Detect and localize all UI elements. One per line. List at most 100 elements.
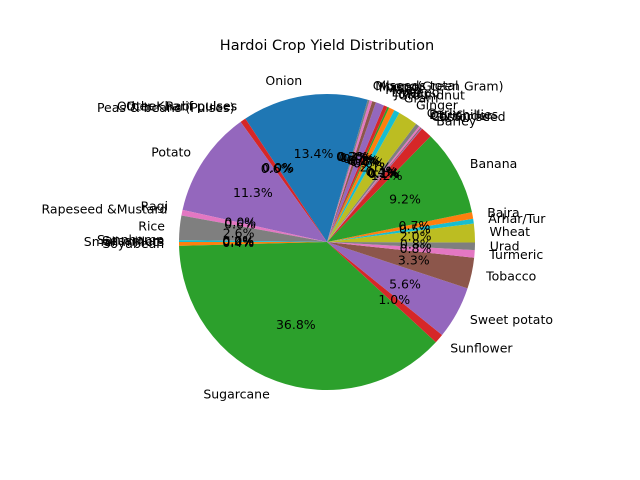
slice-label-sweet-potato: Sweet potato <box>470 312 553 327</box>
slice-percent-onion: 13.4% <box>294 146 334 161</box>
pie-slice-gram <box>327 110 400 242</box>
slice-percent-groundnut: 0.6% <box>350 154 382 169</box>
pie-slices <box>179 94 475 391</box>
slice-label-gram: Gram <box>404 91 439 106</box>
slice-label-wheat: Wheat <box>490 224 531 239</box>
slice-label-groundnut: Groundnut <box>398 88 465 103</box>
slice-percent-sunflower: 1.0% <box>378 292 410 307</box>
pie-slice-urad <box>327 242 475 251</box>
slice-label-rapeseed-mustard: Rapeseed &Mustard <box>42 202 168 217</box>
pie-slice-bajra <box>327 212 474 242</box>
slice-percent-other-kharif-pulses: 0.0% <box>262 160 294 175</box>
pie-slice-barley <box>327 128 431 242</box>
slice-percent-moong-green-gram: 0.3% <box>337 149 369 164</box>
slice-label-linseed: Linseed <box>392 85 440 100</box>
slice-label-sugarcane: Sugarcane <box>203 386 270 401</box>
pie-slice-sugarcane <box>179 242 436 391</box>
slice-percent-soyabean: 0.4% <box>222 235 254 250</box>
slice-label-soyabean: Soyabean <box>102 236 164 251</box>
pie-slice-castor-seed <box>327 127 423 242</box>
slice-label-tobacco: Tobacco <box>485 268 536 283</box>
slice-percent-rice: 2.6% <box>223 225 255 240</box>
pie-slice-banana <box>327 136 472 242</box>
slice-label-jowar: Jowar <box>393 86 429 101</box>
slice-percent-coriander: 0.1% <box>368 165 400 180</box>
slice-label-turmeric: Turmeric <box>488 247 543 262</box>
slice-label-banana: Banana <box>470 156 517 171</box>
slice-percent-ginger: 2.1% <box>360 160 392 175</box>
pie-slice-wheat <box>327 223 475 243</box>
slice-label-sannhamp: Sannhamp <box>97 232 164 247</box>
slice-percent-barley: 1.2% <box>371 168 403 183</box>
slice-percent-gram: 0.6% <box>353 156 385 171</box>
slice-label-potato: Potato <box>151 144 191 159</box>
chart-title: Hardoi Crop Yield Distribution <box>220 38 434 54</box>
pie-slice-soyabean <box>179 242 327 246</box>
slice-label-sesamum: Sesamum <box>102 233 164 248</box>
pie-slice-rapeseed-mustard <box>181 209 327 242</box>
slice-percent-small-millets: 0.0% <box>222 234 254 249</box>
slice-label-other-rabi-pulses: Other Rabi pulses <box>126 98 237 113</box>
slice-label-coriander: Coriander <box>430 108 492 123</box>
pie-slice-turmeric <box>327 242 475 258</box>
slice-label-maize: Maize <box>385 82 421 97</box>
slice-percent-arhar-tur: 0.5% <box>399 222 431 237</box>
slice-label-barley: Barley <box>436 113 477 128</box>
slice-percent-potato: 11.3% <box>233 185 273 200</box>
slice-percent-oilseeds-total: 0.2% <box>336 149 368 164</box>
slice-label-peas-beans-pulses: Peas & beans (Pulses) <box>97 100 235 115</box>
slice-percent-jowar: 0.2% <box>348 153 380 168</box>
slice-label-arhar-tur: Arhar/Tur <box>488 211 546 226</box>
slice-percent-banana: 9.2% <box>389 192 421 207</box>
slice-percent-wheat: 2.0% <box>400 229 432 244</box>
pie-slice-peas-beans-pulses <box>240 118 327 242</box>
slice-label-masoor: Masoor <box>379 80 425 95</box>
pie-slice-sweet-potato <box>327 242 468 336</box>
slice-percent-rapeseed-mustard: 0.6% <box>224 216 256 231</box>
slice-percent-urad: 0.8% <box>400 237 432 252</box>
pie-slice-garlic <box>327 123 420 242</box>
slice-label-onion: Onion <box>265 73 302 88</box>
slice-percent-castor-seed: 0.1% <box>368 166 400 181</box>
pie-slice-groundnut <box>327 107 395 243</box>
slice-percent-maize: 0.9% <box>343 151 375 166</box>
slice-label-rice: Rice <box>138 218 165 233</box>
slice-percent-masoor: 0.4% <box>339 150 371 165</box>
slice-percent-sannhamp: 0.0% <box>222 233 254 248</box>
pie-slice-coriander <box>327 127 422 242</box>
slice-percent-sugarcane: 36.8% <box>276 317 316 332</box>
slice-percent-other-rabi-pulses: 0.0% <box>262 160 294 175</box>
pie-slice-masoor <box>327 101 376 242</box>
pie-slice-rice <box>179 215 327 242</box>
pie-slice-onion <box>245 94 368 242</box>
pie-slice-potato <box>182 121 327 242</box>
slice-percent-peas-beans-pulses: 0.6% <box>261 161 293 176</box>
slice-percent-sweet-potato: 5.6% <box>389 277 421 292</box>
slice-label-oilseeds-total: Oilseeds total <box>373 78 459 93</box>
slice-label-other-kharif-pulses: Other Kharif pulses <box>117 98 237 113</box>
slice-label-ginger: Ginger <box>416 98 459 113</box>
slice-percent-linseed: 0.4% <box>346 153 378 168</box>
slice-percent-turmeric: 0.8% <box>400 241 432 256</box>
pie-slice-arhar-tur <box>327 218 474 242</box>
pie-slice-tobacco <box>327 242 475 289</box>
slice-label-dry-chillies: Dry chillies <box>429 107 498 122</box>
slice-percent-sesamum: 0.2% <box>222 233 254 248</box>
slice-percent-dry-chillies: 0.2% <box>367 165 399 180</box>
pie-slice-sesamum <box>179 240 327 242</box>
pie-slice-maize <box>327 102 384 243</box>
slice-percent-ragi: 0.0% <box>224 215 256 230</box>
pie-slice-jowar <box>327 106 390 243</box>
pie-slice-oilseeds-total <box>327 99 370 242</box>
slice-percent-bajra: 0.7% <box>399 218 431 233</box>
slice-label-moong-green-gram: Moong(Green Gram) <box>375 79 503 94</box>
pie-slice-sunflower <box>327 242 443 343</box>
pie-slice-moong-green-gram <box>327 100 373 242</box>
pie-percent-labels: 0.4% 36.8% 1.0%5.6% 3.3%0.8%0.8%2.0%0.5%0.7… <box>222 146 431 332</box>
slice-label-urad: Urad <box>490 239 520 254</box>
slice-label-castor-seed: Castor seed <box>431 109 505 124</box>
slice-percent-tobacco: 3.3% <box>398 253 430 268</box>
slice-label-bajra: Bajra <box>487 205 520 220</box>
